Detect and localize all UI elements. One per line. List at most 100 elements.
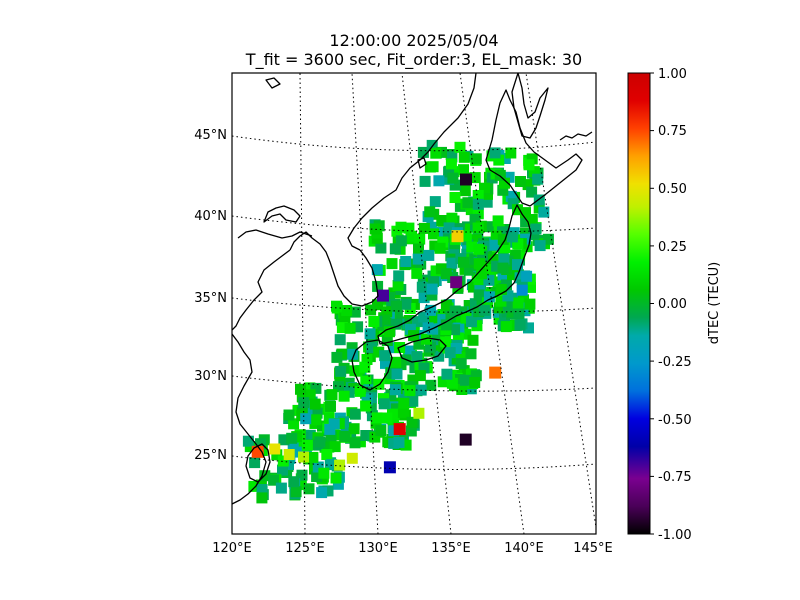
dtec-cell	[502, 290, 514, 302]
dtec-cell	[514, 319, 526, 331]
dtec-cell	[424, 206, 436, 218]
dtec-cell	[242, 435, 254, 447]
parallel-35	[232, 297, 596, 313]
dtec-cell	[534, 240, 546, 252]
dtec-cell	[318, 467, 330, 479]
dtec-cell	[295, 383, 306, 395]
dtec-cell	[386, 258, 398, 270]
dtec-cell	[487, 239, 499, 251]
dtec-cell	[467, 281, 479, 293]
parallel-25	[232, 455, 596, 470]
dtec-cell	[407, 395, 419, 407]
lat-label-25: 25°N	[194, 448, 227, 463]
dtec-cell	[490, 254, 502, 265]
dtec-cell	[383, 461, 396, 474]
dtec-cell	[389, 384, 401, 396]
dtec-cell	[304, 382, 316, 394]
dtec-cell	[434, 242, 446, 254]
dtec-cell	[433, 175, 445, 187]
dtec-cell	[387, 408, 398, 420]
dtec-cell	[493, 302, 505, 314]
dtec-cell	[478, 304, 490, 316]
dtec-cell	[314, 436, 326, 448]
lon-label-140: 140°E	[504, 541, 544, 556]
meridian-135	[401, 73, 452, 534]
dtec-cell	[375, 425, 387, 437]
dtec-cell	[388, 342, 400, 354]
dtec-cell	[331, 351, 343, 363]
dtec-cell	[489, 147, 501, 159]
dtec-cell	[251, 445, 264, 458]
dtec-cell	[392, 280, 404, 291]
lon-label-120: 120°E	[212, 541, 252, 556]
dtec-cell	[397, 406, 409, 418]
coastline-shikoku	[397, 337, 447, 363]
dtec-cell	[418, 222, 430, 234]
coastline-hokkaido	[485, 89, 583, 207]
dtec-cell	[381, 412, 393, 424]
dtec-cell	[436, 146, 447, 158]
dtec-cell	[310, 414, 322, 426]
dtec-cell	[507, 269, 518, 281]
dtec-cell	[509, 249, 521, 261]
dtec-cell	[467, 334, 479, 346]
dtec-cell	[371, 412, 383, 424]
dtec-cell	[470, 234, 482, 246]
dtec-cell	[513, 308, 525, 320]
map-title-params: T_fit = 3600 sec, Fit_order:3, EL_mask: …	[245, 50, 583, 69]
dtec-cell	[354, 385, 366, 397]
dtec-cell	[371, 264, 383, 276]
dtec-cell	[514, 272, 526, 284]
dtec-cell	[473, 243, 485, 255]
dtec-cell	[405, 425, 417, 437]
dtec-cell	[349, 437, 361, 449]
dtec-cell	[339, 312, 351, 324]
dtec-cell	[482, 297, 493, 309]
dtec-cell	[255, 438, 266, 450]
dtec-cell	[420, 333, 432, 345]
dtec-cell	[446, 377, 458, 389]
dtec-cell	[460, 328, 472, 340]
dtec-cell	[329, 441, 341, 453]
coastline-taiwan	[245, 443, 271, 483]
dtec-cell	[304, 389, 316, 401]
colorbar-tick-neg-0-25: -0.25	[658, 355, 692, 370]
dtec-cell	[310, 382, 322, 394]
dtec-cell	[458, 365, 470, 377]
dtec-cell	[426, 283, 438, 295]
dtec-cell	[335, 365, 347, 377]
dtec-cell	[459, 433, 472, 446]
dtec-cell	[286, 432, 298, 444]
dtec-cell	[414, 233, 426, 245]
dtec-cell	[288, 476, 300, 488]
dtec-cell	[458, 151, 470, 163]
dtec-cell	[381, 335, 393, 346]
dtec-cell	[332, 478, 344, 490]
dtec-cell	[455, 358, 467, 369]
dtec-cell	[290, 486, 302, 498]
dtec-cell	[321, 449, 333, 460]
dtec-cell	[404, 317, 416, 329]
dtec-cell	[311, 471, 323, 482]
dtec-cell	[433, 329, 445, 341]
dtec-cell	[465, 348, 477, 360]
dtec-cell	[474, 258, 485, 270]
dtec-cell	[416, 281, 428, 293]
dtec-cell	[248, 480, 260, 492]
dtec-cell	[271, 449, 283, 461]
coastlines	[232, 73, 593, 505]
dtec-cell	[449, 324, 461, 336]
dtec-cell	[463, 300, 475, 311]
dtec-cell	[443, 166, 455, 178]
dtec-cell	[426, 289, 438, 301]
dtec-cell	[339, 431, 351, 442]
dtec-cell	[434, 314, 446, 326]
dtec-cell	[406, 230, 417, 242]
dtec-cell	[368, 316, 380, 327]
dtec-cell	[269, 443, 281, 455]
coastline-sado	[417, 157, 427, 169]
dtec-cell	[464, 264, 475, 276]
dtec-cell	[460, 173, 472, 186]
dtec-cell	[524, 298, 536, 310]
dtec-cell	[532, 173, 544, 185]
